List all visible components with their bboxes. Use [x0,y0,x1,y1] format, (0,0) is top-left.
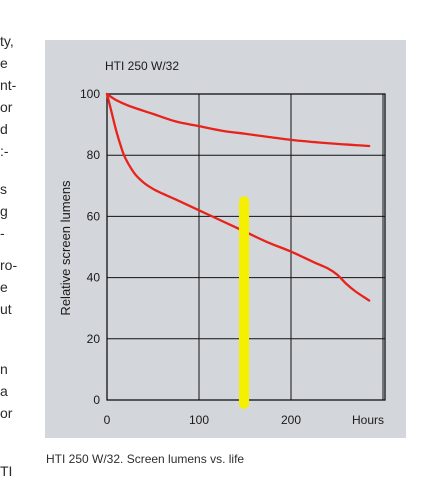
margin-fragment: or [0,405,13,421]
margin-fragment: :- [0,143,9,159]
margin-fragment: a [0,383,8,399]
y-tick-label: 60 [87,209,101,223]
x-tick-label: 100 [189,413,209,427]
margin-fragment: ut [0,301,12,317]
margin-fragment: TI [0,463,13,479]
series-line [105,92,371,148]
margin-fragment: ro- [0,257,18,273]
y-tick-label: 20 [87,332,101,346]
series-layer [105,92,371,302]
y-tick-label: 100 [80,87,100,101]
x-tick-label: 0 [104,413,111,427]
margin-fragment: d [0,121,8,137]
x-axis-label: Hours [352,413,384,427]
margin-fragment: e [0,279,8,295]
y-tick-label: 0 [93,393,100,407]
margin-fragment: g [0,203,8,219]
margin-fragment: - [0,225,5,241]
y-axis-label: Relative screen lumens [58,180,73,316]
margin-fragment: or [0,99,13,115]
margin-fragment: ty, [0,33,14,49]
margin-fragment: nt- [0,77,17,93]
y-tick-label: 80 [87,148,101,162]
series-line [105,92,371,302]
tick-labels: 0 20 40 60 80 100 0 100 200 [80,87,301,427]
margin-fragment: n [0,361,8,377]
figure-panel [45,40,406,438]
figure-caption: HTI 250 W/32. Screen lumens vs. life [46,452,245,466]
margin-fragment: e [0,55,8,71]
x-tick-label: 200 [281,413,301,427]
y-tick-label: 40 [87,271,101,285]
chart-title: HTI 250 W/32 [105,59,179,73]
margin-fragment: s [0,181,7,197]
